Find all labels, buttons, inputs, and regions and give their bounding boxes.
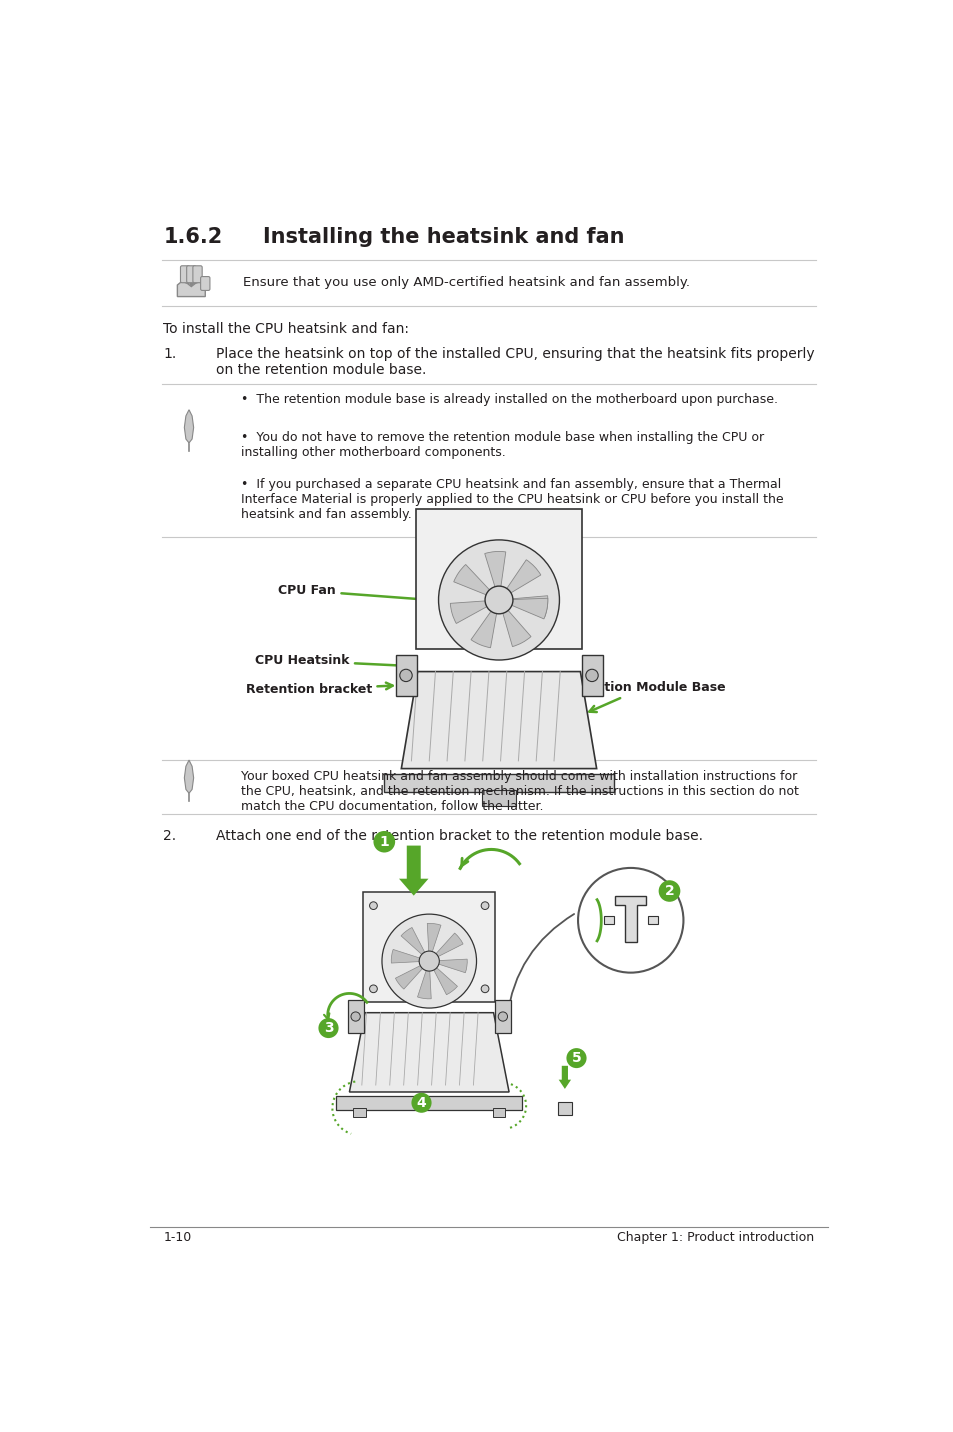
FancyBboxPatch shape xyxy=(193,266,202,282)
Wedge shape xyxy=(417,961,431,998)
Text: 3: 3 xyxy=(323,1021,333,1035)
FancyBboxPatch shape xyxy=(180,266,190,282)
Circle shape xyxy=(411,1093,431,1113)
Polygon shape xyxy=(177,281,205,296)
Text: 1-10: 1-10 xyxy=(163,1232,192,1244)
Text: Your boxed CPU heatsink and fan assembly should come with installation instructi: Your boxed CPU heatsink and fan assembly… xyxy=(241,770,798,813)
Text: Retention bracket lock: Retention bracket lock xyxy=(419,745,578,758)
Wedge shape xyxy=(498,600,531,647)
Text: To install the CPU heatsink and fan:: To install the CPU heatsink and fan: xyxy=(163,322,409,337)
Wedge shape xyxy=(484,551,505,600)
FancyBboxPatch shape xyxy=(416,510,581,649)
Polygon shape xyxy=(603,916,613,924)
Wedge shape xyxy=(429,961,457,995)
Text: 4: 4 xyxy=(416,1095,426,1110)
Polygon shape xyxy=(349,1012,509,1093)
FancyBboxPatch shape xyxy=(348,1000,364,1032)
Polygon shape xyxy=(184,410,193,442)
FancyBboxPatch shape xyxy=(335,1095,521,1110)
Circle shape xyxy=(658,881,679,902)
Circle shape xyxy=(578,868,682,972)
Text: 1: 1 xyxy=(379,835,389,849)
Wedge shape xyxy=(391,949,429,964)
Text: •  If you purchased a separate CPU heatsink and fan assembly, ensure that a Ther: • If you purchased a separate CPU heatsi… xyxy=(241,477,782,520)
Circle shape xyxy=(369,902,377,909)
Text: 2.: 2. xyxy=(163,829,176,843)
FancyBboxPatch shape xyxy=(581,654,602,696)
FancyBboxPatch shape xyxy=(187,266,195,282)
Circle shape xyxy=(566,1048,586,1068)
Circle shape xyxy=(497,1012,507,1021)
Text: Attach one end of the retention bracket to the retention module base.: Attach one end of the retention bracket … xyxy=(216,829,702,843)
Wedge shape xyxy=(427,924,440,961)
Polygon shape xyxy=(401,672,596,769)
Circle shape xyxy=(585,669,598,682)
FancyBboxPatch shape xyxy=(200,276,210,291)
Wedge shape xyxy=(429,959,467,972)
FancyBboxPatch shape xyxy=(363,892,495,1002)
Circle shape xyxy=(351,1012,360,1021)
Circle shape xyxy=(480,902,488,909)
Text: Retention Module Base: Retention Module Base xyxy=(562,682,724,712)
Wedge shape xyxy=(395,961,429,990)
Wedge shape xyxy=(454,564,498,600)
Text: 2: 2 xyxy=(664,884,674,898)
Polygon shape xyxy=(647,916,658,924)
Text: Place the heatsink on top of the installed CPU, ensuring that the heatsink fits : Place the heatsink on top of the install… xyxy=(216,347,814,377)
FancyBboxPatch shape xyxy=(481,790,516,806)
Circle shape xyxy=(318,1018,338,1038)
Circle shape xyxy=(480,985,488,992)
Wedge shape xyxy=(450,600,498,623)
Text: 1.: 1. xyxy=(163,347,176,361)
Polygon shape xyxy=(184,760,193,793)
Wedge shape xyxy=(429,934,462,961)
Circle shape xyxy=(418,951,439,971)
Wedge shape xyxy=(498,560,540,600)
Circle shape xyxy=(438,540,558,660)
Text: 1.6.2: 1.6.2 xyxy=(163,228,222,248)
Polygon shape xyxy=(615,895,645,942)
FancyBboxPatch shape xyxy=(493,1108,505,1117)
Circle shape xyxy=(484,586,513,614)
Circle shape xyxy=(399,669,412,682)
FancyBboxPatch shape xyxy=(384,773,613,792)
Text: •  You do not have to remove the retention module base when installing the CPU o: • You do not have to remove the retentio… xyxy=(241,431,763,460)
FancyBboxPatch shape xyxy=(395,654,416,696)
Text: •  The retention module base is already installed on the motherboard upon purcha: • The retention module base is already i… xyxy=(241,392,777,405)
Circle shape xyxy=(369,985,377,992)
Wedge shape xyxy=(400,928,429,961)
Text: 5: 5 xyxy=(571,1051,580,1065)
FancyArrow shape xyxy=(398,845,428,895)
Text: Chapter 1: Product introduction: Chapter 1: Product introduction xyxy=(617,1232,814,1244)
Text: Retention bracket: Retention bracket xyxy=(245,683,393,696)
Wedge shape xyxy=(498,599,547,619)
FancyBboxPatch shape xyxy=(353,1108,365,1117)
Text: Installing the heatsink and fan: Installing the heatsink and fan xyxy=(262,228,623,248)
Text: CPU Heatsink: CPU Heatsink xyxy=(254,654,408,669)
FancyBboxPatch shape xyxy=(558,1103,571,1116)
Text: CPU Fan: CPU Fan xyxy=(278,584,435,603)
Circle shape xyxy=(381,914,476,1008)
FancyBboxPatch shape xyxy=(495,1000,511,1032)
FancyArrow shape xyxy=(558,1065,571,1088)
Wedge shape xyxy=(498,596,547,617)
Text: Ensure that you use only AMD-certified heatsink and fan assembly.: Ensure that you use only AMD-certified h… xyxy=(243,276,690,289)
Circle shape xyxy=(373,831,395,852)
Wedge shape xyxy=(471,600,498,647)
